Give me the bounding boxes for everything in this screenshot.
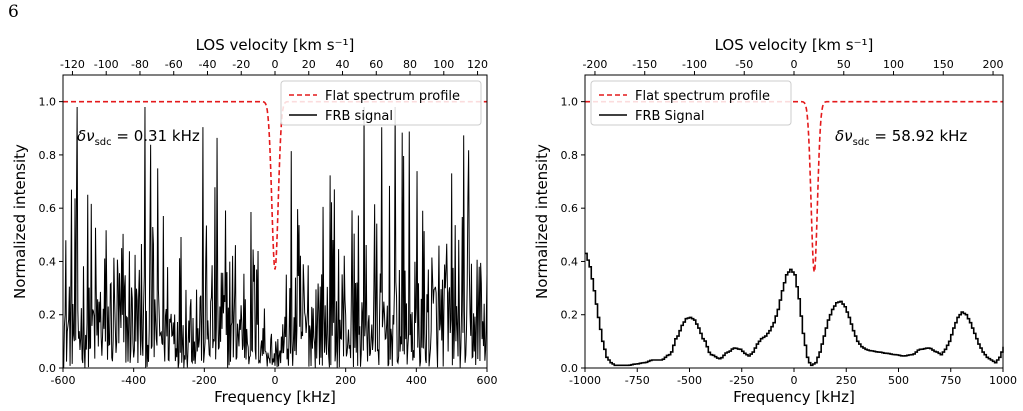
y-tick-label: 1.0 <box>561 96 579 109</box>
legend-box <box>280 80 482 126</box>
x-axis-title: Frequency [kHz] <box>214 388 336 406</box>
y-tick-label: 0.2 <box>39 309 57 322</box>
legend-label: FRB Signal <box>635 109 705 124</box>
x-tick-label: 250 <box>836 374 857 387</box>
x-tick-label: -1000 <box>569 374 601 387</box>
legend-label: FRB signal <box>325 109 393 124</box>
top-x-tick-label: 0 <box>791 58 798 71</box>
legend: Flat spectrum profile FRB Signal <box>590 80 792 126</box>
x-tick-label: 600 <box>477 374 498 387</box>
top-x-tick-label: -80 <box>131 58 149 71</box>
top-x-tick-label: 20 <box>302 58 316 71</box>
top-x-tick-label: 100 <box>883 58 904 71</box>
annotation-sub: sdc <box>853 137 870 148</box>
y-axis-title: Normalized intensity <box>11 144 29 299</box>
x-tick-label: 400 <box>406 374 427 387</box>
panel-right: -1000 -750 -500 -250 0 250 500 750 10000.00.20.4… <box>533 36 1017 406</box>
legend-label: Flat spectrum profile <box>325 89 460 104</box>
top-x-tick-label: -200 <box>582 58 607 71</box>
y-tick-label: 0.4 <box>39 255 57 268</box>
top-x-tick-label: 60 <box>369 58 383 71</box>
annotation-sub: sdc <box>95 137 112 148</box>
top-x-tick-label: 200 <box>983 58 1004 71</box>
y-tick-label: 0.2 <box>561 309 579 322</box>
y-tick-label: 0.4 <box>561 255 579 268</box>
x-tick-label: -250 <box>729 374 754 387</box>
annotation-suffix: = 58.92 kHz <box>870 127 968 145</box>
annotation-prefix: δν <box>77 127 95 145</box>
top-x-tick-label: -120 <box>60 58 85 71</box>
x-tick-label: -500 <box>677 374 702 387</box>
legend-label: Flat spectrum profile <box>635 89 770 104</box>
panel-left: -600 -400 -200 0 200 400 6000.00.20.40.60.81.0… <box>11 36 498 406</box>
x-tick-label: 0 <box>272 374 279 387</box>
annotation-delta-nu: δνsdc = 0.31 kHz <box>77 127 200 148</box>
y-tick-label: 0.8 <box>39 149 57 162</box>
top-x-tick-label: 150 <box>933 58 954 71</box>
x-tick-label: 500 <box>888 374 909 387</box>
series-flat-spectrum-profile-line <box>585 100 1003 273</box>
top-x-axis-title: LOS velocity [km s⁻¹] <box>715 36 874 54</box>
y-axis-title: Normalized intensity <box>533 144 551 299</box>
y-tick-label: 0.6 <box>561 202 579 215</box>
x-tick-label: -400 <box>121 374 146 387</box>
annotation-prefix: δν <box>835 127 853 145</box>
top-x-tick-label: 80 <box>403 58 417 71</box>
top-x-tick-label: -60 <box>165 58 183 71</box>
y-tick-label: 0.6 <box>39 202 57 215</box>
x-tick-label: 750 <box>940 374 961 387</box>
x-axis-title: Frequency [kHz] <box>733 388 855 406</box>
legend-box <box>590 80 792 126</box>
top-x-tick-label: -40 <box>198 58 216 71</box>
top-x-tick-label: -100 <box>682 58 707 71</box>
top-x-tick-label: 50 <box>837 58 851 71</box>
series-frb-signal-line <box>62 106 488 369</box>
top-x-tick-label: -50 <box>735 58 753 71</box>
top-x-tick-label: 0 <box>272 58 279 71</box>
legend: Flat spectrum profile FRB signal <box>280 80 482 126</box>
top-x-tick-label: 40 <box>336 58 350 71</box>
plot-area <box>585 100 1004 367</box>
y-tick-label: 0.0 <box>561 362 579 375</box>
x-tick-label: -200 <box>192 374 217 387</box>
page-number: 6 <box>8 2 19 22</box>
x-tick-label: 1000 <box>989 374 1017 387</box>
top-x-tick-label: -20 <box>232 58 250 71</box>
top-x-tick-label: -150 <box>632 58 657 71</box>
top-x-tick-label: -100 <box>94 58 119 71</box>
x-tick-label: 0 <box>791 374 798 387</box>
x-tick-label: -600 <box>51 374 76 387</box>
annotation-delta-nu: δνsdc = 58.92 kHz <box>835 127 967 148</box>
top-x-tick-label: 120 <box>467 58 488 71</box>
top-x-tick-label: 100 <box>433 58 454 71</box>
y-tick-label: 1.0 <box>39 96 57 109</box>
x-tick-label: -750 <box>625 374 650 387</box>
x-tick-label: 200 <box>335 374 356 387</box>
y-tick-label: 0.8 <box>561 149 579 162</box>
y-tick-label: 0.0 <box>39 362 57 375</box>
annotation-suffix: = 0.31 kHz <box>112 127 200 145</box>
series-frb-signal-line <box>585 252 1004 367</box>
top-x-axis-title: LOS velocity [km s⁻¹] <box>196 36 355 54</box>
